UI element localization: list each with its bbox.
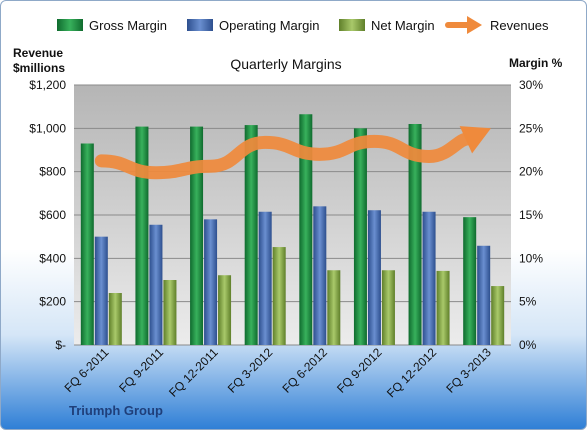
x-tick-label: FQ 12-2011	[166, 345, 221, 400]
net-margin-bar	[272, 247, 286, 345]
operating-margin-bar	[149, 224, 163, 345]
x-tick-label: FQ 12-2012	[384, 345, 439, 400]
operating-margin-bar	[313, 206, 327, 345]
gross-margin-bar	[353, 128, 367, 345]
y-left-tick-label: $600	[39, 208, 66, 222]
operating-margin-bar	[367, 210, 381, 345]
y-right-ticks: 0% 5% 10% 15% 20% 25% 30%	[519, 78, 543, 352]
net-margin-bar	[491, 286, 505, 345]
gross-margin-bar	[244, 125, 258, 345]
operating-margin-bar	[204, 219, 218, 345]
y-right-tick-label: 30%	[519, 78, 543, 92]
footer-company: Triumph Group	[69, 403, 163, 418]
y-left-title-line2: $millions	[13, 61, 65, 75]
legend-label-operating-margin: Operating Margin	[219, 18, 319, 33]
y-left-ticks: $- $200 $400 $600 $800 $1,000 $1,200	[29, 78, 66, 352]
gross-margin-bar	[408, 124, 422, 345]
y-left-tick-label: $400	[39, 251, 66, 265]
y-right-title: Margin %	[509, 56, 563, 70]
legend-swatch-gross-margin	[57, 19, 83, 31]
y-left-title-line1: Revenue	[13, 46, 63, 60]
legend-swatch-operating-margin	[187, 19, 213, 31]
gross-margin-bar	[463, 217, 477, 345]
net-margin-bar	[218, 275, 232, 345]
y-right-tick-label: 25%	[519, 121, 543, 135]
gross-margin-bar	[190, 126, 204, 345]
x-tick-label: FQ 9-2012	[334, 345, 385, 396]
y-left-tick-label: $-	[55, 338, 66, 352]
y-right-tick-label: 0%	[519, 338, 537, 352]
y-right-tick-label: 15%	[519, 208, 543, 222]
gross-margin-bar	[135, 126, 149, 345]
legend-label-gross-margin: Gross Margin	[89, 18, 167, 33]
legend: Gross Margin Operating Margin Net Margin…	[57, 16, 549, 34]
legend-label-revenues: Revenues	[490, 18, 549, 33]
legend-swatch-net-margin	[339, 19, 365, 31]
operating-margin-bar	[422, 211, 436, 345]
net-margin-bar	[163, 280, 177, 345]
x-tick-label: FQ 9-2011	[116, 345, 166, 395]
operating-margin-bar	[94, 236, 108, 345]
x-ticks: FQ 6-2011 FQ 9-2011 FQ 12-2011 FQ 3-2012 FQ …	[62, 345, 494, 400]
x-tick-label: FQ 6-2012	[279, 345, 330, 396]
x-tick-label: FQ 3-2013	[443, 345, 494, 396]
y-left-tick-label: $200	[39, 295, 66, 309]
gross-margin-bar	[299, 114, 313, 345]
y-right-tick-label: 20%	[519, 165, 543, 179]
revenue-trend-line	[94, 132, 475, 180]
y-right-tick-label: 10%	[519, 251, 543, 265]
y-left-tick-label: $800	[39, 165, 66, 179]
net-margin-bar	[108, 293, 122, 345]
net-margin-bar	[381, 270, 395, 345]
legend-swatch-revenues	[445, 16, 482, 34]
chart-title: Quarterly Margins	[230, 56, 341, 72]
revenue-trend-arrowhead	[459, 126, 491, 154]
net-margin-bar	[327, 270, 341, 345]
y-right-tick-label: 5%	[519, 295, 537, 309]
y-left-tick-label: $1,200	[29, 78, 66, 92]
operating-margin-bar	[258, 211, 272, 345]
operating-margin-bar	[477, 245, 491, 345]
x-tick-label: FQ 6-2011	[62, 345, 112, 395]
x-tick-label: FQ 3-2012	[225, 345, 276, 396]
revenue-trend	[94, 126, 491, 180]
legend-label-net-margin: Net Margin	[371, 18, 435, 33]
gross-margin-bar	[80, 143, 94, 345]
y-left-tick-label: $1,000	[29, 121, 66, 135]
bars	[80, 114, 505, 345]
net-margin-bar	[436, 270, 450, 345]
